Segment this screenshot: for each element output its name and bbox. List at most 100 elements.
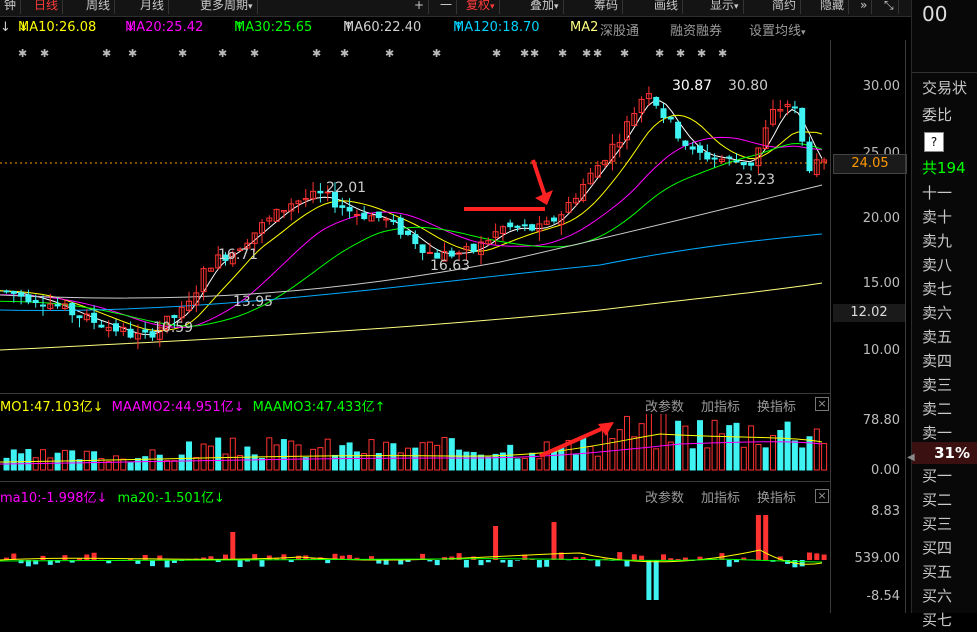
flow-bar xyxy=(734,560,739,562)
kline-chart[interactable]: ✱✱✱✱✱✱✱✱✱✱✱✱✱✱✱✱✱✱✱✱✱✱ 30.87 30.80 23.23… xyxy=(0,40,830,390)
candle-body xyxy=(471,244,476,251)
amount-bar xyxy=(230,438,235,470)
amount-bar xyxy=(588,446,593,470)
draw-line-button[interactable]: 画线 xyxy=(650,0,683,14)
chevron-down-icon: ▾ xyxy=(554,2,559,12)
display-button[interactable]: 显示▾ xyxy=(706,0,744,14)
ma10-arrow: ↓ xyxy=(18,20,29,35)
flow-bar xyxy=(632,554,637,560)
panel2-legend: MO1:47.103亿↓ MAAMO2:44.951亿↓ MAAMO3:47.4… xyxy=(0,396,386,415)
candle-body xyxy=(398,218,403,234)
side-top-code: 00 xyxy=(912,0,977,28)
amount-bar xyxy=(157,455,162,470)
more-icon[interactable]: » xyxy=(856,0,872,14)
amount-bar xyxy=(683,426,688,470)
zoom-in-button[interactable]: + xyxy=(410,0,429,14)
help-icon[interactable]: ? xyxy=(924,132,944,152)
flow-chart[interactable] xyxy=(0,505,830,611)
tab-more-periods[interactable]: 更多周期▾ xyxy=(196,0,258,14)
panel3-close-icon[interactable]: × xyxy=(815,489,829,503)
mo1-arrow: ↓ xyxy=(93,400,104,415)
amount-bar xyxy=(121,459,126,470)
side-total: 共194 xyxy=(912,156,977,180)
ma60-line xyxy=(0,185,822,298)
tab-daily[interactable]: 日线 xyxy=(30,0,63,14)
tab-weekly[interactable]: 周线 xyxy=(82,0,115,14)
flow-bar xyxy=(493,526,498,560)
candle-body xyxy=(727,157,732,158)
price-label-1202: 12.02 xyxy=(833,304,905,322)
fuquan-button[interactable]: 复权▾ xyxy=(462,0,500,14)
ma120-line xyxy=(0,234,822,311)
panel2-close-icon[interactable]: × xyxy=(815,397,829,411)
drawn-arrow-up xyxy=(540,426,608,456)
amount-bar xyxy=(325,439,330,470)
tab-monthly[interactable]: 月线 xyxy=(136,0,169,14)
menu-shengu[interactable]: 深股通 xyxy=(600,20,639,39)
ma120-arrow: ↑ xyxy=(453,20,464,35)
panel2-add-indicator[interactable]: 加指标 xyxy=(701,396,740,415)
flow-bar xyxy=(260,560,265,567)
ma120-value: MA120:18.70 xyxy=(453,20,540,35)
panel3-axis-top: 8.83 xyxy=(871,504,900,519)
amount-bar xyxy=(55,453,60,470)
amount-bar xyxy=(187,442,192,470)
signal-marker: ✱ xyxy=(18,47,27,60)
signal-marker: ✱ xyxy=(432,47,441,60)
amount-bar xyxy=(552,452,557,470)
expand-icon[interactable]: ⤡ xyxy=(880,0,899,14)
ma30-value: MA30:25.65 xyxy=(234,20,312,35)
maamo3-value: MAAMO3:47.433亿 xyxy=(253,400,375,415)
flow-bar xyxy=(537,560,542,567)
panel3-add-indicator[interactable]: 加指标 xyxy=(701,487,740,506)
flow-bar xyxy=(427,560,432,561)
candle-body xyxy=(26,295,31,302)
hide-button[interactable]: 隐藏 xyxy=(816,0,849,14)
display-label: 显示 xyxy=(710,0,734,12)
collapse-icon[interactable]: ◀ xyxy=(907,452,915,463)
amount-chart[interactable] xyxy=(0,414,830,480)
amount-bar xyxy=(92,452,97,470)
amount-bar xyxy=(493,454,498,470)
candle-body xyxy=(70,303,75,314)
flow-bar xyxy=(639,556,644,560)
drawn-arrow-down xyxy=(533,160,545,196)
side-weibi: 委比 xyxy=(912,103,977,127)
ma20-arrow: ↓ xyxy=(125,20,136,35)
menu-set-ma[interactable]: 设置均线▾ xyxy=(749,20,806,39)
menu-rongzi[interactable]: 融资融券 xyxy=(670,20,722,39)
signal-marker: ✱ xyxy=(593,47,602,60)
amount-bar xyxy=(632,437,637,470)
panel3-change-indicator[interactable]: 换指标 xyxy=(757,487,796,506)
amount-bar xyxy=(698,421,703,470)
buy-row: 买二 xyxy=(912,488,977,512)
order-book-panel: 00 交易状 委比 ? 共194 十一卖十卖九卖八卖七卖六卖五卖四卖三卖二卖一 … xyxy=(911,0,977,613)
sell-row: 卖五 xyxy=(912,325,977,349)
ma60-value: MA60:22.40 xyxy=(343,20,421,35)
signal-marker: ✱ xyxy=(582,47,591,60)
overlay-button[interactable]: 叠加▾ xyxy=(526,0,564,14)
fuquan-label: 复权 xyxy=(466,0,490,12)
amount-bar xyxy=(48,458,53,470)
flow-bar xyxy=(661,554,666,560)
signal-marker: ✱ xyxy=(655,47,664,60)
annot-high1: 30.87 xyxy=(672,78,712,94)
amount-bar xyxy=(442,438,447,470)
annot-22: 22.01 xyxy=(326,180,366,196)
candle-body xyxy=(449,251,454,256)
ma10-flow-value: ma10:-1.998亿 xyxy=(0,491,96,506)
flow-bar xyxy=(727,560,732,567)
flow-bar xyxy=(398,560,403,564)
amount-bar xyxy=(654,449,659,470)
simple-button[interactable]: 简约 xyxy=(768,0,801,14)
tab-minute[interactable]: 钟 xyxy=(0,0,21,14)
panel2-edit-params[interactable]: 改参数 xyxy=(645,396,684,415)
amount-bar xyxy=(413,448,418,470)
chip-button[interactable]: 筹码 xyxy=(590,0,623,14)
annot-low1: 23.23 xyxy=(735,172,775,188)
panel3-edit-params[interactable]: 改参数 xyxy=(645,487,684,506)
panel2-change-indicator[interactable]: 换指标 xyxy=(757,396,796,415)
annot-1395: 13.95 xyxy=(233,294,273,310)
zoom-out-button[interactable]: 一 xyxy=(436,0,457,14)
ma-first-arrow: ↓ xyxy=(0,20,11,35)
